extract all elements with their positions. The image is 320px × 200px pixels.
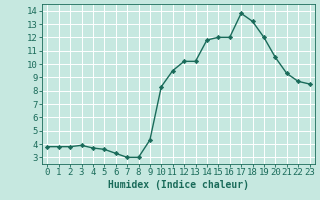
X-axis label: Humidex (Indice chaleur): Humidex (Indice chaleur) <box>108 180 249 190</box>
